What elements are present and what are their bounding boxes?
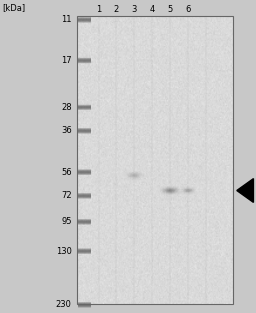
Bar [77, 16, 233, 304]
Text: 72: 72 [61, 191, 72, 200]
Text: 230: 230 [56, 300, 72, 309]
Text: 1: 1 [96, 5, 101, 14]
Text: [kDa]: [kDa] [3, 3, 26, 13]
Text: 6: 6 [186, 5, 191, 14]
Text: 11: 11 [61, 15, 72, 24]
Text: 130: 130 [56, 247, 72, 256]
Text: 3: 3 [132, 5, 137, 14]
Text: 95: 95 [61, 217, 72, 226]
Text: 5: 5 [168, 5, 173, 14]
Text: 56: 56 [61, 168, 72, 177]
Text: 17: 17 [61, 56, 72, 65]
Polygon shape [237, 179, 253, 203]
Text: 36: 36 [61, 126, 72, 136]
Text: 28: 28 [61, 103, 72, 112]
Text: 4: 4 [150, 5, 155, 14]
Text: 2: 2 [114, 5, 119, 14]
